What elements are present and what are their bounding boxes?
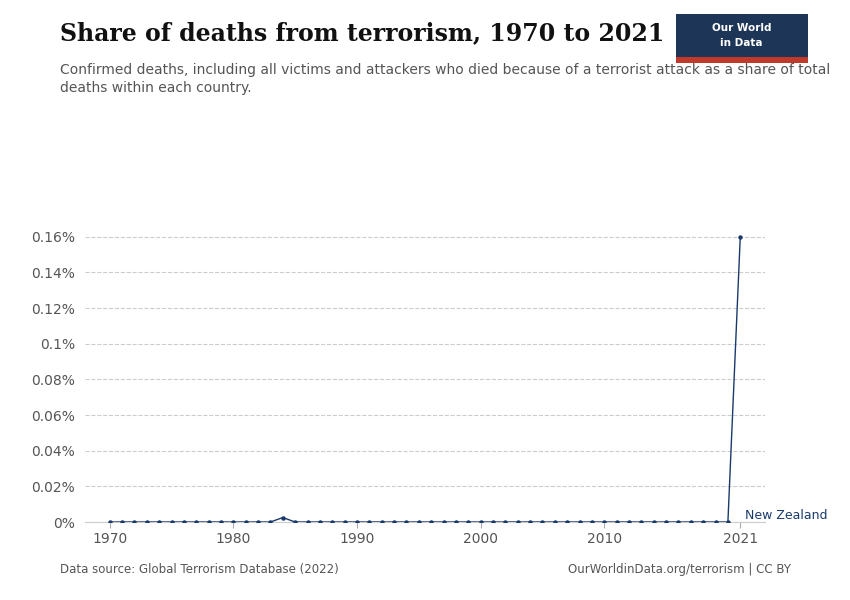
Text: Confirmed deaths, including all victims and attackers who died because of a terr: Confirmed deaths, including all victims … (60, 63, 830, 95)
Text: in Data: in Data (720, 38, 763, 49)
Text: New Zealand: New Zealand (745, 509, 828, 522)
Text: Data source: Global Terrorism Database (2022): Data source: Global Terrorism Database (… (60, 563, 338, 576)
Text: OurWorldinData.org/terrorism | CC BY: OurWorldinData.org/terrorism | CC BY (568, 563, 791, 576)
Text: Share of deaths from terrorism, 1970 to 2021: Share of deaths from terrorism, 1970 to … (60, 21, 664, 45)
Text: Our World: Our World (711, 23, 772, 32)
